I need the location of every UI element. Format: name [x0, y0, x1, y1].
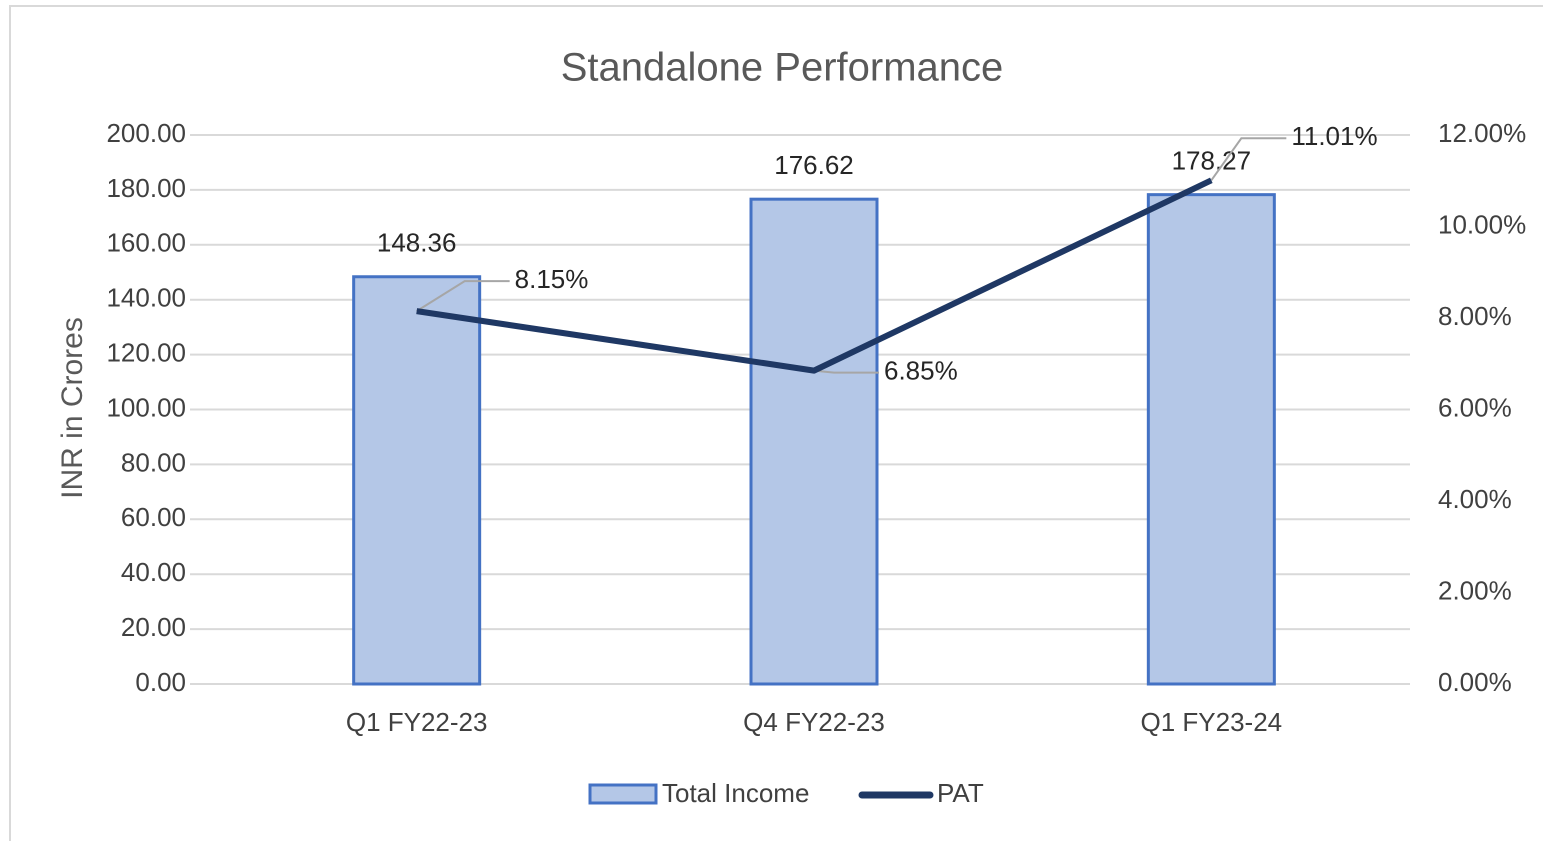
bar	[749, 197, 879, 686]
leader-line	[1210, 137, 1287, 181]
data-label: 148.36	[377, 228, 457, 258]
y2-tick-label: 4.00%	[1438, 484, 1512, 514]
y2-tick-label: 0.00%	[1438, 667, 1512, 697]
y-tick-label: 60.00	[121, 502, 186, 532]
y-tick-label: 100.00	[106, 392, 186, 422]
y-tick-label: 40.00	[121, 557, 186, 587]
legend-label: Total Income	[662, 778, 809, 808]
y-tick-label: 160.00	[106, 228, 186, 258]
y-tick-label: 0.00	[135, 667, 186, 697]
y-axis-label: INR in Crores	[56, 317, 89, 499]
y2-tick-label: 12.00%	[1438, 118, 1526, 148]
y-tick-label: 140.00	[106, 283, 186, 313]
bar	[352, 275, 482, 686]
leader-line	[416, 280, 510, 312]
bar	[1146, 193, 1276, 686]
chart-title: Standalone Performance	[561, 46, 1004, 90]
data-label: 8.15%	[515, 264, 589, 294]
y2-tick-label: 8.00%	[1438, 301, 1512, 331]
leader-line	[813, 369, 879, 374]
y-tick-label: 80.00	[121, 447, 186, 477]
data-label: 178.27	[1172, 146, 1252, 176]
y-tick-label: 200.00	[106, 118, 186, 148]
y-tick-label: 180.00	[106, 173, 186, 203]
y2-tick-label: 6.00%	[1438, 392, 1512, 422]
x-tick-label: Q1 FY22-23	[346, 707, 488, 737]
legend-label: PAT	[937, 778, 984, 808]
data-label: 11.01%	[1291, 121, 1377, 151]
data-label: 6.85%	[884, 355, 958, 385]
x-tick-label: Q1 FY23-24	[1141, 707, 1283, 737]
y-tick-label: 120.00	[106, 337, 186, 367]
legend-swatch	[588, 783, 658, 805]
y2-tick-label: 10.00%	[1438, 209, 1526, 239]
data-label: 176.62	[774, 150, 854, 180]
x-tick-label: Q4 FY22-23	[743, 707, 885, 737]
line	[416, 177, 1213, 374]
y-tick-label: 20.00	[121, 612, 186, 642]
y2-tick-label: 2.00%	[1438, 575, 1512, 605]
